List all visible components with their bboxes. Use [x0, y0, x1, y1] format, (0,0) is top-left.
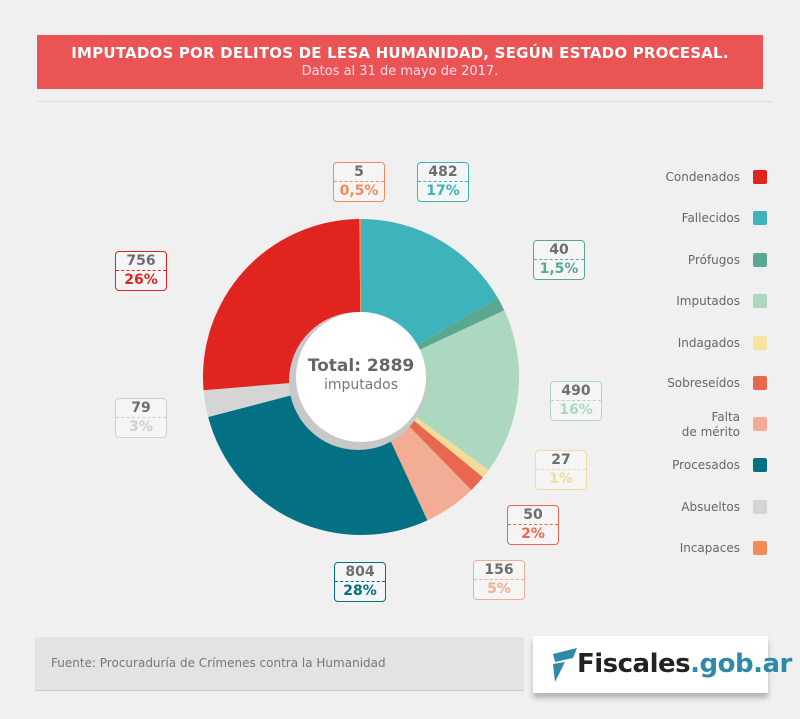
data-label: 27 1% [535, 450, 587, 490]
legend-label: Prófugos [687, 253, 740, 267]
label-percent: 16% [559, 402, 593, 418]
data-label: 490 16% [550, 381, 602, 421]
legend-swatch [753, 336, 767, 350]
pie-slice-imputados [361, 310, 519, 471]
source-text: Fuente: Procuraduría de Crímenes contra … [51, 656, 386, 670]
legend-label: Absueltos [681, 500, 740, 514]
label-percent: 3% [129, 419, 153, 435]
label-percent: 2% [521, 526, 545, 542]
label-percent: 1,5% [539, 261, 579, 277]
label-value: 482 [418, 163, 468, 182]
data-label: 804 28% [334, 562, 386, 602]
legend-swatch [753, 541, 767, 555]
label-percent: 0,5% [339, 183, 379, 199]
legend-swatch [753, 211, 767, 225]
legend-label: Incapaces [679, 541, 740, 555]
legend-swatch [753, 253, 767, 267]
label-percent: 17% [426, 183, 460, 199]
label-value: 79 [116, 399, 166, 418]
legend-swatch [753, 376, 767, 390]
source-footer: Fuente: Procuraduría de Crímenes contra … [35, 637, 524, 691]
label-value: 40 [534, 241, 584, 260]
legend-label: Indagados [677, 336, 740, 350]
legend-swatch [753, 458, 767, 472]
label-value: 490 [551, 382, 601, 401]
data-label: 156 5% [473, 560, 525, 600]
chart-subtitle: Datos al 31 de mayo de 2017. [301, 64, 499, 79]
data-label: 40 1,5% [533, 240, 585, 280]
label-percent: 5% [487, 581, 511, 597]
legend-label: Condenados [665, 170, 741, 184]
label-percent: 1% [549, 471, 573, 487]
label-percent: 28% [343, 583, 377, 599]
legend-swatch [753, 170, 767, 184]
center-subtitle: imputados [323, 377, 399, 393]
label-value: 756 [116, 252, 166, 271]
label-value: 156 [474, 561, 524, 580]
legend-swatch [753, 500, 767, 514]
data-label: 79 3% [115, 398, 167, 438]
legend-swatch [753, 417, 767, 431]
legend-label: Imputados [676, 294, 740, 308]
data-label: 482 17% [417, 162, 469, 202]
label-value: 27 [536, 451, 586, 470]
center-hole [296, 312, 426, 442]
legend-label: Fallecidos [681, 211, 740, 225]
divider [37, 101, 773, 102]
center-total: Total: 2889 [307, 356, 415, 376]
data-label: 5 0,5% [333, 162, 385, 202]
fiscales-logo[interactable]: Fiscales.gob.ar [533, 636, 792, 693]
legend-label: Procesados [672, 458, 740, 472]
logo-flag-icon [553, 648, 577, 682]
data-label: 756 26% [115, 251, 167, 291]
data-label: 50 2% [507, 505, 559, 545]
legend-label: Falta de mérito [681, 410, 740, 439]
label-percent: 26% [124, 272, 158, 288]
title-banner: IMPUTADOS POR DELITOS DE LESA HUMANIDAD,… [37, 35, 763, 89]
label-value: 5 [334, 163, 384, 182]
logo-text: Fiscales.gob.ar [577, 649, 792, 679]
chart-title: IMPUTADOS POR DELITOS DE LESA HUMANIDAD,… [71, 44, 729, 62]
label-value: 804 [335, 563, 385, 582]
label-value: 50 [508, 506, 558, 525]
legend-swatch [753, 294, 767, 308]
legend-label: Sobreseídos [667, 376, 740, 390]
